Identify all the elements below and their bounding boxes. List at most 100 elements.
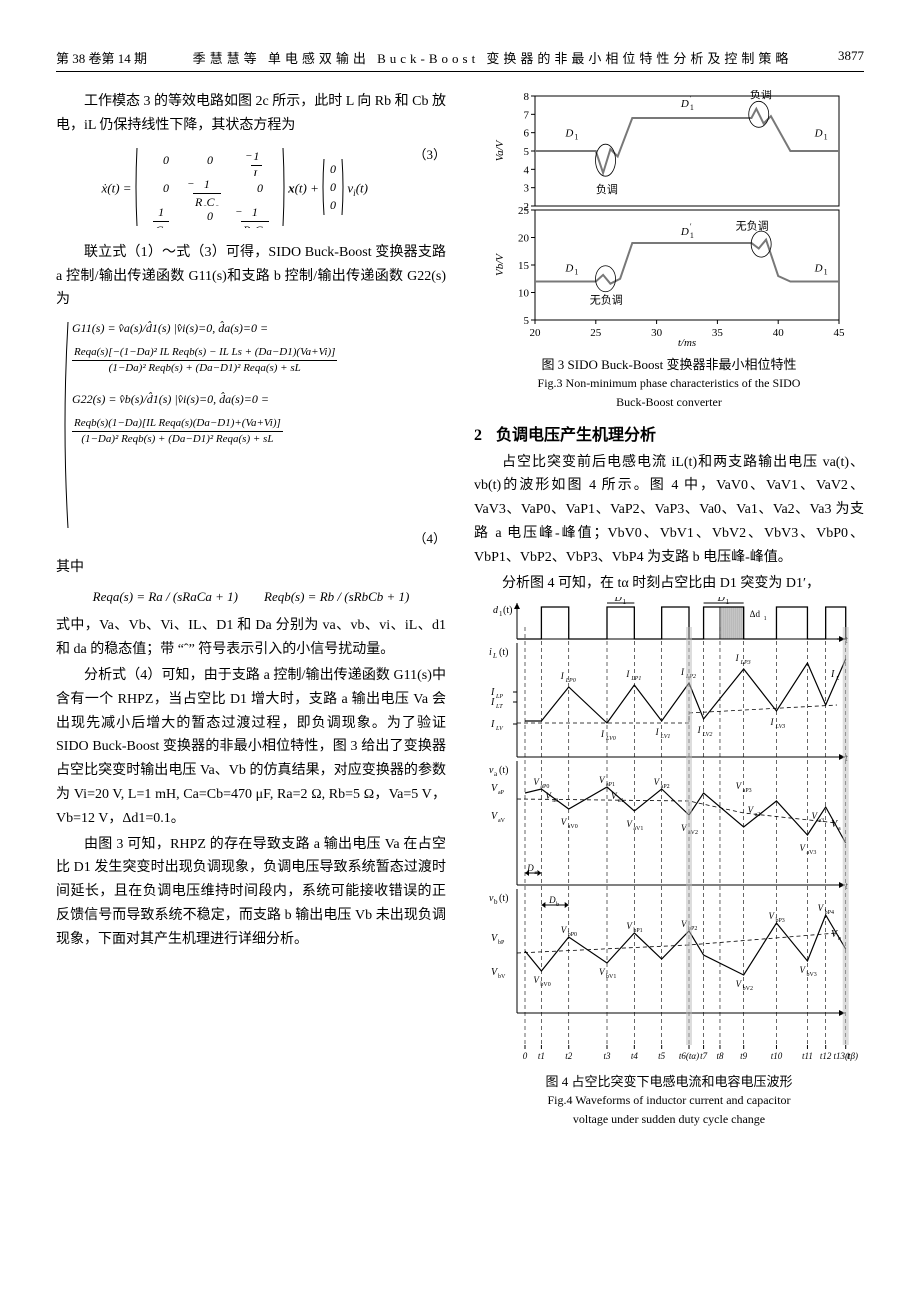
svg-text:(t): (t) [499, 647, 508, 658]
svg-text:bV: bV [498, 974, 506, 980]
svg-text:aV3: aV3 [806, 850, 816, 856]
svg-text:V: V [768, 911, 775, 921]
svg-text:a: a [838, 826, 841, 832]
svg-text:D: D [680, 98, 689, 110]
svg-text:aV: aV [498, 818, 506, 824]
fig4-caption-cn: 图 4 占空比突变下电感电流和电容电压波形 [474, 1071, 864, 1090]
svg-text:1: 1 [690, 231, 694, 240]
svg-text:LV3: LV3 [774, 724, 785, 730]
svg-text:D: D [564, 127, 573, 139]
svg-text:aP1: aP1 [606, 782, 615, 788]
equation-4: G11(s) = v̂a(s)/d̂1(s) |v̂i(s)=0, d̂a(s)… [56, 320, 446, 548]
svg-text:1: 1 [623, 598, 627, 606]
svg-text:t: t [847, 1051, 850, 1062]
vector-B: 0 0 0 [322, 157, 344, 222]
svg-text:aV0: aV0 [568, 824, 578, 830]
svg-text:t12: t12 [820, 1051, 832, 1061]
para-fig3-analysis: 由图 3 可知，RHPZ 的存在导致支路 a 输出电压 Va 在占空比 D1 发… [56, 833, 446, 952]
svg-text:I: I [560, 671, 565, 681]
svg-text:t/ms: t/ms [678, 337, 696, 349]
figure-3: 2345678Va/VD1D1′D1负调负调510152025Vb/VD1D1′… [474, 90, 864, 350]
svg-text:无负调: 无负调 [590, 293, 623, 307]
where-label: 其中 [56, 556, 446, 580]
reqb-eq: Reqb(s) = Rb / (sRbCb + 1) [264, 589, 409, 604]
section-2-heading: 2负调电压产生机理分析 [474, 421, 864, 445]
svg-text:I: I [655, 727, 660, 737]
svg-text:bP: bP [498, 940, 505, 946]
svg-text:0: 0 [163, 153, 169, 167]
svg-text:V: V [533, 777, 540, 787]
svg-text:D: D [548, 895, 556, 905]
svg-text:b: b [838, 936, 841, 942]
svg-text:LP: LP [495, 694, 503, 700]
svg-text:(t): (t) [499, 893, 508, 904]
svg-text:20: 20 [530, 327, 542, 339]
svg-text:LV: LV [495, 726, 504, 732]
svg-text:t5: t5 [658, 1051, 666, 1061]
page-header: 第 38 卷第 14 期 季慧慧等 单电感双输出 Buck-Boost 变换器的… [56, 48, 864, 72]
svg-text:I: I [697, 725, 702, 735]
svg-text:t3: t3 [603, 1051, 611, 1061]
svg-text:0: 0 [330, 180, 336, 194]
svg-text:V: V [626, 819, 633, 829]
svg-text:5: 5 [524, 315, 530, 327]
right-column: 2345678Va/VD1D1′D1负调负调510152025Vb/VD1D1′… [474, 90, 864, 1128]
svg-text:aP3: aP3 [743, 788, 752, 794]
para-sec2-1: 占空比突变前后电感电流 iL(t)和两支路输出电压 va(t)、vb(t)的波形… [474, 451, 864, 570]
svg-text:bP3: bP3 [775, 918, 784, 924]
svg-text:1: 1 [690, 103, 694, 112]
svg-text:负调: 负调 [596, 182, 618, 196]
svg-text:10: 10 [518, 288, 530, 300]
equation-req: Reqa(s) = Ra / (sRaCa + 1) Reqb(s) = Rb … [56, 588, 446, 606]
svg-text:1: 1 [764, 616, 767, 622]
svg-text:0: 0 [207, 153, 213, 167]
svg-text:t13(tβ): t13(tβ) [833, 1051, 857, 1061]
svg-text:(t): (t) [503, 605, 512, 616]
header-center: 季慧慧等 单电感双输出 Buck-Boost 变换器的非最小相位特性分析及控制策… [193, 48, 793, 67]
svg-text:a1: a1 [618, 798, 624, 804]
para-combine: 联立式（1）～式（3）可得，SIDO Buck-Boost 变换器支路 a 控制… [56, 241, 446, 312]
svg-text:′: ′ [690, 222, 692, 231]
two-column-layout: 工作模态 3 的等效电路如图 2c 所示，此时 L 向 Rb 和 Cb 放电，i… [56, 90, 864, 1128]
para-mode3: 工作模态 3 的等效电路如图 2c 所示，此时 L 向 Rb 和 Cb 放电，i… [56, 90, 446, 138]
svg-text:t1: t1 [538, 1051, 545, 1061]
svg-text:负调: 负调 [750, 90, 772, 101]
reqa-eq: Reqa(s) = Ra / (sRaCa + 1) [93, 589, 238, 604]
eq4-denominator-2: (1−Da)² Reqb(s) + (Da−D1)² Reqa(s) + sL [72, 432, 283, 447]
svg-text:I: I [490, 697, 495, 708]
svg-text:a2: a2 [755, 812, 761, 818]
svg-text:40: 40 [773, 327, 785, 339]
svg-text:t6(tα): t6(tα) [679, 1051, 699, 1061]
svg-text:D: D [814, 127, 823, 139]
svg-text:V: V [561, 817, 568, 827]
header-right: 3877 [838, 48, 864, 67]
svg-text:V: V [561, 925, 568, 935]
svg-text:30: 30 [651, 327, 663, 339]
para-symbols: 式中，Va、Vb、Vi、IL、D1 和 Da 分别为 va、vb、vi、iL、d… [56, 614, 446, 662]
svg-text:I: I [490, 719, 495, 730]
svg-text:L: L [492, 652, 497, 660]
svg-text:V: V [599, 775, 606, 785]
svg-text:15: 15 [518, 260, 530, 272]
svg-text:LP3: LP3 [740, 660, 751, 666]
svg-text:aV1: aV1 [633, 826, 643, 832]
svg-text:无负调: 无负调 [736, 218, 769, 232]
svg-text:i: i [489, 647, 492, 658]
fig3-caption-en-2: Buck-Boost converter [474, 394, 864, 411]
svg-text:V: V [654, 777, 661, 787]
svg-text:4: 4 [524, 164, 530, 176]
svg-text:b: b [556, 902, 559, 908]
svg-text:t2: t2 [565, 1051, 573, 1061]
svg-text:L: L [835, 676, 840, 682]
svg-text:I: I [680, 667, 685, 677]
svg-text:LP0: LP0 [565, 678, 576, 684]
svg-text:V: V [736, 979, 743, 989]
svg-text:a3: a3 [818, 818, 824, 824]
svg-text:8: 8 [524, 91, 530, 103]
svg-text:1: 1 [824, 132, 828, 141]
svg-text:25: 25 [590, 327, 602, 339]
left-column: 工作模态 3 的等效电路如图 2c 所示，此时 L 向 Rb 和 Cb 放电，i… [56, 90, 446, 1128]
matrix-A: 0 0 − 1L 0 − 1RaCa 0 1Cb 0 − 1RbCb [135, 146, 285, 233]
svg-text:t9: t9 [740, 1051, 748, 1061]
svg-text:I: I [769, 717, 774, 727]
